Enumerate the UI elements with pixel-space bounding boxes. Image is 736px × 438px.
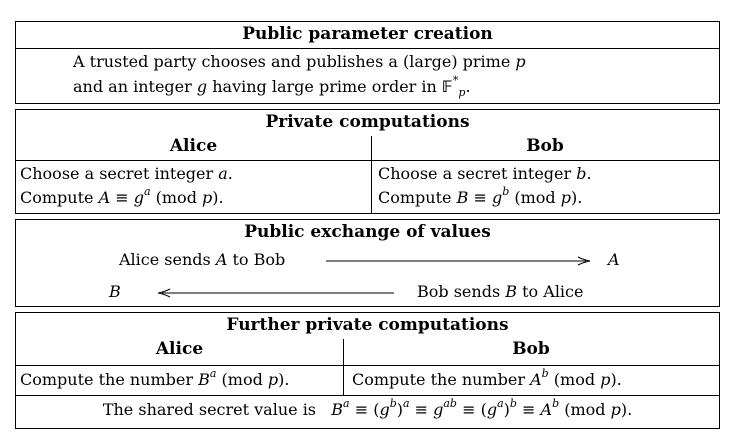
generator-variable: g [196,77,208,96]
divider [16,365,719,366]
section-further-private-computations: Further private computations Alice Bob C… [15,312,720,429]
arrow-right-target: A [608,250,620,269]
section-private-computations: Private computations Alice Bob Choose a … [15,109,720,214]
arrow-left-target: B [109,282,121,301]
bob-choose-secret: Choose a secret integer b. [378,164,592,183]
bob-compute-value: Compute B ≡ gb (mod p). [378,184,583,207]
section-public-exchange: Public exchange of values Alice sends A … [15,219,720,307]
section-title: Further private computations [226,315,509,335]
column-divider [343,339,344,395]
parameter-line-1: A trusted party chooses and publishes a … [73,52,736,71]
arrow-right-icon [326,256,591,266]
alice-sends-text: Alice sends A to Bob [119,250,286,269]
divider [16,48,719,49]
bob-column-header: Bob [512,339,550,359]
shared-secret-line: The shared secret value is Ba ≡ (gb)a ≡ … [102,396,633,419]
bob-compute-number: Compute the number Ab (mod p). [352,366,622,389]
section-title: Public parameter creation [242,24,493,44]
alice-column-header: Alice [155,339,204,359]
alice-compute-value: Compute A ≡ ga (mod p). [20,184,224,207]
divider [16,160,719,161]
alice-choose-secret: Choose a secret integer a. [20,164,233,183]
bob-column-header: Bob [526,136,564,156]
section-title: Private computations [265,112,470,132]
parameter-line-2-prefix: and an integer [73,77,192,96]
section-public-parameter-creation: Public parameter creation A trusted part… [15,21,720,104]
finite-field-symbol: 𝔽*p. [441,73,471,100]
column-divider [371,136,372,213]
divider [16,395,719,396]
alice-column-header: Alice [169,136,218,156]
parameter-line-2-suffix: having large prime order in [212,77,437,96]
bob-sends-text: Bob sends B to Alice [417,282,584,301]
arrow-left-icon [158,288,394,298]
section-title: Public exchange of values [244,222,491,242]
parameter-line-2: and an integer g having large prime orde… [73,73,736,100]
alice-compute-number: Compute the number Ba (mod p). [20,366,290,389]
parameter-line-1-text: A trusted party chooses and publishes a … [73,52,511,71]
prime-variable: p [515,52,526,71]
